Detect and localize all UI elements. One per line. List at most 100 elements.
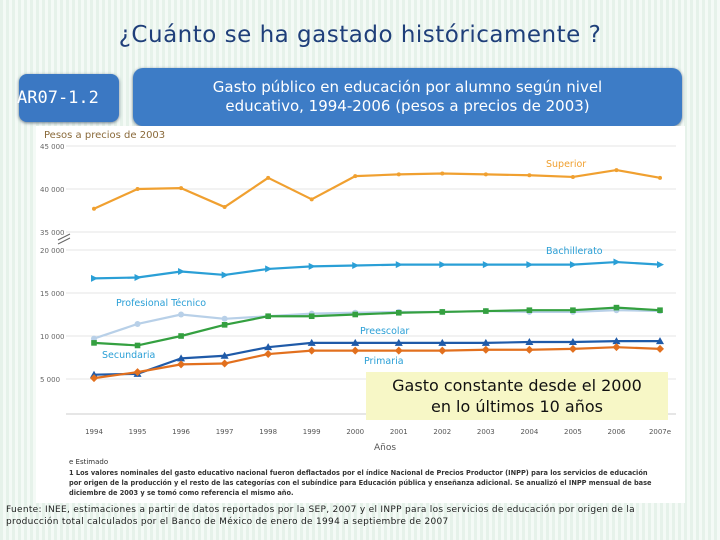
series-label: Primaria — [364, 356, 404, 367]
data-point — [439, 309, 446, 315]
y-tick-label: 40 000 — [40, 186, 65, 194]
data-point — [265, 313, 271, 320]
data-point — [221, 315, 228, 322]
data-point — [222, 205, 227, 210]
y-tick-label: 5 000 — [40, 376, 60, 384]
series-line — [93, 346, 661, 380]
data-point — [395, 261, 403, 269]
data-point — [92, 206, 96, 211]
y-tick-label: 10 000 — [40, 333, 65, 341]
data-point — [438, 346, 447, 355]
x-axis-label: Años — [374, 443, 396, 453]
x-tick-label: 2004 — [520, 428, 538, 436]
data-point — [526, 261, 534, 269]
callout-line-1: Gasto constante desde el 2000 — [392, 376, 642, 395]
data-point — [481, 338, 490, 346]
note-line-3: diciembre de 2003 y se tomó como referen… — [69, 489, 294, 497]
data-point — [179, 186, 184, 191]
data-point — [657, 307, 663, 313]
data-point — [570, 174, 575, 179]
data-point — [91, 340, 97, 346]
data-point — [133, 368, 142, 377]
data-point — [91, 274, 98, 282]
axis-break-mark — [57, 237, 71, 245]
data-point — [309, 197, 314, 202]
x-tick-label: 2003 — [477, 428, 495, 436]
data-point — [178, 311, 185, 318]
data-point — [394, 338, 403, 346]
x-tick-label: 2005 — [564, 428, 582, 436]
series-label: Secundaria — [102, 350, 155, 361]
data-point — [525, 338, 534, 346]
data-point — [614, 168, 619, 173]
x-tick-label: 1994 — [85, 428, 103, 436]
x-tick-label: 2001 — [390, 428, 408, 436]
data-point — [395, 309, 402, 316]
data-point — [483, 172, 488, 177]
y-tick-label: 20 000 — [40, 247, 65, 255]
axis-break-mark — [57, 233, 71, 241]
data-point — [351, 338, 360, 346]
chart-title: Pesos a precios de 2003 — [44, 130, 165, 141]
data-point — [568, 338, 577, 346]
data-point — [90, 374, 98, 383]
chart-banner: Gasto público en educación por alumno se… — [133, 68, 682, 126]
data-point — [178, 333, 184, 339]
callout-box: Gasto constante desde el 2000 en lo últi… — [366, 372, 668, 420]
y-tick-label: 45 000 — [40, 143, 65, 151]
data-point — [221, 322, 228, 328]
series-line — [93, 340, 660, 376]
x-tick-label: 2000 — [346, 428, 364, 436]
data-point — [178, 268, 186, 275]
data-point — [658, 175, 662, 180]
data-point — [352, 311, 359, 318]
x-tick-label: 1995 — [129, 428, 147, 436]
x-tick-label: 1996 — [172, 428, 190, 436]
y-tick-label: 15 000 — [40, 290, 65, 298]
data-point — [135, 187, 140, 191]
data-point — [307, 346, 316, 355]
data-point — [569, 261, 577, 269]
data-point — [177, 360, 186, 369]
data-point — [613, 304, 620, 311]
source-footer: Fuente: INEE, estimaciones a partir de d… — [6, 504, 716, 528]
slide-title: ¿Cuánto se ha gastado históricamente ? — [118, 22, 602, 48]
data-point — [221, 271, 229, 279]
data-point — [220, 351, 229, 359]
data-point — [438, 338, 447, 346]
data-point — [351, 346, 360, 355]
data-point — [481, 345, 490, 354]
data-point — [568, 344, 577, 353]
data-point — [483, 308, 489, 314]
data-point — [307, 338, 316, 346]
data-point — [264, 343, 273, 351]
series-line — [93, 309, 661, 340]
data-point — [396, 172, 401, 177]
data-point — [613, 258, 621, 266]
x-tick-label: 1997 — [216, 428, 234, 436]
series-label: Preescolar — [360, 326, 409, 337]
banner-line-1: Gasto público en educación por alumno se… — [212, 78, 603, 96]
data-point — [439, 261, 447, 269]
data-point — [134, 342, 141, 349]
code-tag: AR07-1.2 — [17, 74, 119, 122]
line-chart: Pesos a precios de 2003 Años e Estimado … — [40, 130, 676, 497]
code-tag-label: AR07-1.2 — [17, 88, 99, 108]
data-point — [265, 265, 273, 273]
note-estimado: e Estimado — [69, 458, 108, 466]
data-point — [394, 346, 403, 355]
note-line-2: por origen de la producción y el resto d… — [69, 479, 652, 487]
data-point — [264, 350, 273, 359]
series-line — [93, 168, 661, 210]
data-point — [482, 261, 490, 269]
data-point — [177, 354, 186, 362]
series-line — [93, 306, 661, 347]
data-point — [525, 345, 534, 354]
data-point — [308, 262, 316, 270]
y-tick-label: 35 000 — [40, 229, 65, 237]
data-point — [134, 320, 141, 327]
data-point — [353, 174, 358, 179]
data-point — [612, 343, 621, 352]
chart-panel: Pesos a precios de 2003 Años e Estimado … — [36, 126, 685, 503]
x-tick-label: 2006 — [608, 428, 626, 436]
